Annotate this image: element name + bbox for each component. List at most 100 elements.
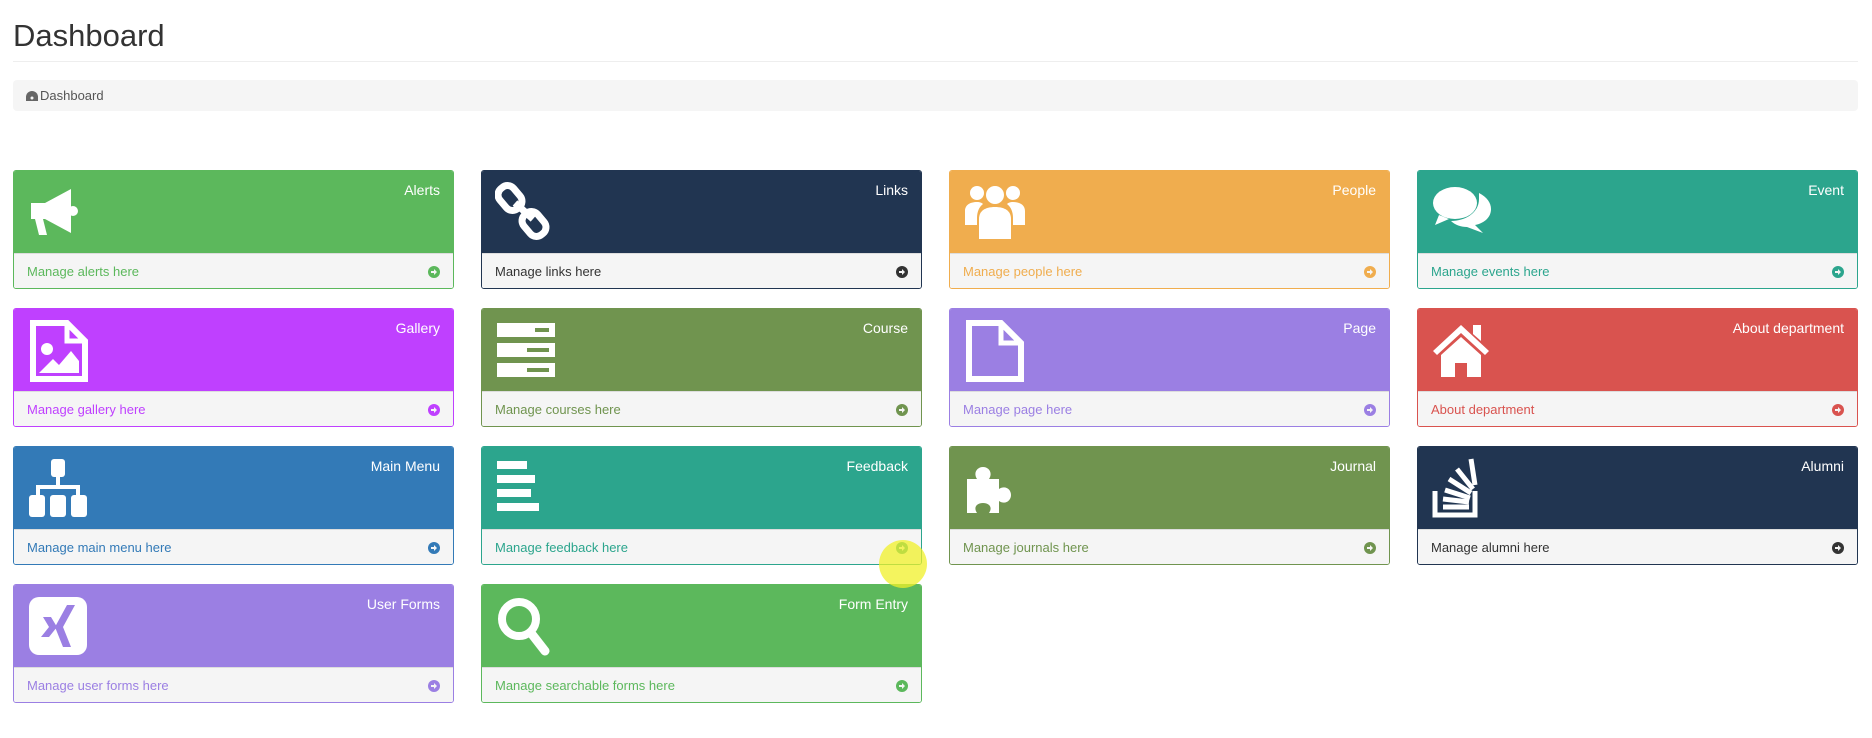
- card-header[interactable]: Alerts: [14, 171, 453, 253]
- card-title: Main Menu: [370, 458, 440, 474]
- card-link-text[interactable]: Manage alerts here: [27, 264, 140, 279]
- breadcrumb-item-dashboard[interactable]: Dashboard: [40, 88, 104, 103]
- align-left-icon: [497, 461, 539, 511]
- card-header[interactable]: Course: [482, 309, 921, 391]
- card-footer-link[interactable]: Manage links here: [482, 253, 921, 288]
- card-header[interactable]: Links: [482, 171, 921, 253]
- arrow-circle-right-icon[interactable]: [428, 265, 440, 278]
- card-header[interactable]: Feedback: [482, 447, 921, 529]
- card-link-text[interactable]: Manage page here: [963, 402, 1073, 417]
- arrow-circle-right-icon[interactable]: [1832, 265, 1844, 278]
- card-links[interactable]: Links Manage links here: [481, 170, 922, 289]
- card-title: Journal: [1330, 458, 1376, 474]
- card-about-department[interactable]: About department About department: [1417, 308, 1858, 427]
- card-title: User Forms: [366, 596, 440, 612]
- main-content: Dashboard Dashboard Alerts Manage alerts…: [13, 0, 1858, 703]
- users-icon: [965, 186, 1025, 239]
- card-footer-link[interactable]: Manage events here: [1418, 253, 1857, 288]
- puzzle-icon: [967, 467, 1011, 513]
- arrow-circle-right-icon[interactable]: [896, 541, 908, 554]
- card-header[interactable]: Gallery: [14, 309, 453, 391]
- card-link-text[interactable]: Manage links here: [495, 264, 602, 279]
- dashboard-icon: [26, 90, 38, 101]
- card-link-text[interactable]: Manage searchable forms here: [495, 678, 675, 693]
- card-header[interactable]: Page: [950, 309, 1389, 391]
- card-footer-link[interactable]: Manage gallery here: [14, 391, 453, 426]
- divider: [13, 61, 1858, 62]
- arrow-circle-right-icon[interactable]: [1364, 541, 1376, 554]
- card-gallery[interactable]: Gallery Manage gallery here: [13, 308, 454, 427]
- arrow-circle-right-icon[interactable]: [1832, 541, 1844, 554]
- card-footer-link[interactable]: About department: [1418, 391, 1857, 426]
- arrow-circle-right-icon[interactable]: [428, 679, 440, 692]
- arrow-circle-right-icon[interactable]: [896, 403, 908, 416]
- card-title: Feedback: [846, 458, 908, 474]
- chain-icon: [495, 182, 550, 240]
- card-header[interactable]: Alumni: [1418, 447, 1857, 529]
- card-page[interactable]: Page Manage page here: [949, 308, 1390, 427]
- card-link-text[interactable]: Manage people here: [963, 264, 1083, 279]
- card-journal[interactable]: Journal Manage journals here: [949, 446, 1390, 565]
- card-link-text[interactable]: Manage events here: [1431, 264, 1550, 279]
- card-link-text[interactable]: Manage feedback here: [495, 540, 628, 555]
- card-link-text[interactable]: Manage gallery here: [27, 402, 146, 417]
- card-title: Gallery: [395, 320, 440, 336]
- card-alerts[interactable]: Alerts Manage alerts here: [13, 170, 454, 289]
- arrow-circle-right-icon[interactable]: [428, 403, 440, 416]
- card-footer-link[interactable]: Manage searchable forms here: [482, 667, 921, 702]
- card-footer-link[interactable]: Manage people here: [950, 253, 1389, 288]
- card-header[interactable]: Main Menu: [14, 447, 453, 529]
- card-footer-link[interactable]: Manage alerts here: [14, 253, 453, 288]
- card-header[interactable]: Form Entry: [482, 585, 921, 667]
- card-title: Links: [875, 182, 908, 198]
- arrow-circle-right-icon[interactable]: [428, 541, 440, 554]
- card-link-text[interactable]: Manage user forms here: [27, 678, 169, 693]
- card-people[interactable]: People Manage people here: [949, 170, 1390, 289]
- page-title: Dashboard: [13, 18, 165, 53]
- card-title: People: [1332, 182, 1376, 198]
- card-footer-link[interactable]: Manage courses here: [482, 391, 921, 426]
- arrow-circle-right-icon[interactable]: [1832, 403, 1844, 416]
- arrow-circle-right-icon[interactable]: [1364, 265, 1376, 278]
- card-link-text[interactable]: Manage alumni here: [1431, 540, 1550, 555]
- card-title: Alerts: [404, 182, 440, 198]
- card-link-text[interactable]: About department: [1431, 402, 1535, 417]
- card-main-menu[interactable]: Main Menu Manage main menu here: [13, 446, 454, 565]
- card-user-forms[interactable]: User Forms Manage user forms here: [13, 584, 454, 703]
- card-footer-link[interactable]: Manage journals here: [950, 529, 1389, 564]
- arrow-circle-right-icon[interactable]: [896, 265, 908, 278]
- server-icon: [497, 323, 555, 377]
- card-course[interactable]: Course Manage courses here: [481, 308, 922, 427]
- card-title: Course: [862, 320, 908, 336]
- bullhorn-icon: [31, 189, 78, 235]
- card-link-text[interactable]: Manage courses here: [495, 402, 621, 417]
- file-image-icon: [30, 320, 88, 382]
- card-title: About department: [1732, 320, 1844, 336]
- card-footer-link[interactable]: Manage user forms here: [14, 667, 453, 702]
- card-alumni[interactable]: Alumni Manage alumni here: [1417, 446, 1858, 565]
- card-link-text[interactable]: Manage main menu here: [27, 540, 172, 555]
- card-footer-link[interactable]: Manage page here: [950, 391, 1389, 426]
- arrow-circle-right-icon[interactable]: [1364, 403, 1376, 416]
- card-event[interactable]: Event Manage events here: [1417, 170, 1858, 289]
- card-footer-link[interactable]: Manage feedback here: [482, 529, 921, 564]
- home-icon: [1433, 325, 1489, 377]
- card-title: Page: [1343, 320, 1376, 336]
- card-form-entry[interactable]: Form Entry Manage searchable forms here: [481, 584, 922, 703]
- breadcrumb: Dashboard: [13, 80, 1858, 111]
- card-header[interactable]: About department: [1418, 309, 1857, 391]
- card-header[interactable]: User Forms: [14, 585, 453, 667]
- card-header[interactable]: People: [950, 171, 1389, 253]
- arrow-circle-right-icon[interactable]: [896, 679, 908, 692]
- card-header[interactable]: Event: [1418, 171, 1857, 253]
- card-link-text[interactable]: Manage journals here: [963, 540, 1089, 555]
- card-footer-link[interactable]: Manage main menu here: [14, 529, 453, 564]
- card-title: Alumni: [1801, 458, 1844, 474]
- search-icon: [498, 598, 550, 656]
- stack-overflow-icon: [1432, 458, 1478, 518]
- card-feedback[interactable]: Feedback Manage feedback here: [481, 446, 922, 565]
- file-icon: [966, 320, 1024, 382]
- card-footer-link[interactable]: Manage alumni here: [1418, 529, 1857, 564]
- sitemap-icon: [29, 459, 87, 517]
- card-header[interactable]: Journal: [950, 447, 1389, 529]
